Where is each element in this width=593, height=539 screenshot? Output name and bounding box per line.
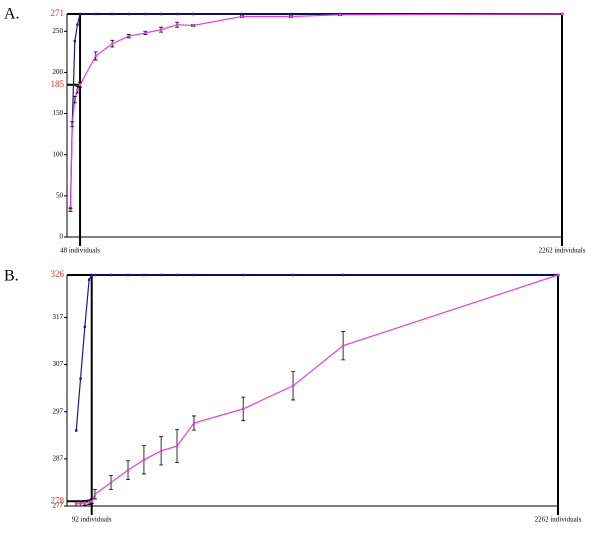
point	[109, 273, 113, 277]
point	[144, 31, 147, 35]
x-tick-label: 2262 individuals	[539, 247, 586, 255]
point	[75, 429, 78, 432]
point	[291, 384, 295, 387]
point	[126, 468, 130, 472]
point	[83, 501, 87, 504]
point	[338, 13, 342, 17]
point	[76, 23, 79, 26]
point	[127, 35, 131, 38]
point	[192, 273, 196, 277]
point	[142, 273, 146, 277]
point	[94, 54, 97, 58]
point	[175, 23, 179, 26]
point	[78, 12, 82, 16]
point	[560, 12, 564, 16]
point	[144, 12, 147, 16]
x-tick-label: 2262 individuals	[535, 516, 582, 524]
point	[75, 502, 78, 505]
point	[90, 500, 93, 503]
y-tick-label: 100	[53, 150, 64, 158]
point	[242, 273, 245, 277]
y-tick-label: 317	[53, 313, 64, 321]
point	[111, 42, 114, 45]
point	[87, 501, 91, 504]
y-tick-label: 150	[53, 109, 64, 117]
point	[71, 123, 74, 126]
point	[109, 481, 113, 484]
point	[556, 273, 560, 277]
point	[240, 12, 244, 16]
point	[94, 12, 97, 16]
point	[69, 208, 72, 212]
point	[159, 28, 163, 31]
point	[289, 15, 293, 18]
panel-label: B.	[4, 268, 19, 285]
series-line	[69, 13, 562, 209]
highlight-label: 271	[51, 8, 65, 18]
point	[90, 273, 93, 277]
y-tick-label: 277	[53, 502, 64, 510]
point	[192, 421, 196, 425]
point	[93, 493, 97, 496]
point	[291, 273, 295, 277]
y-tick-label: 287	[53, 454, 64, 462]
point	[79, 502, 82, 505]
point	[159, 273, 163, 277]
y-tick-label: 50	[56, 191, 64, 199]
y-tick-label: 0	[60, 233, 64, 241]
point	[142, 458, 146, 461]
highlight-label: 326	[51, 269, 65, 279]
point	[159, 12, 163, 16]
point	[78, 83, 82, 86]
series-line	[75, 274, 558, 431]
point	[76, 88, 79, 91]
point	[127, 12, 131, 16]
point	[126, 273, 130, 277]
point	[191, 24, 195, 27]
point	[341, 273, 345, 277]
x-tick-label: 92 individuals	[72, 516, 112, 524]
point	[87, 278, 91, 281]
y-tick-label: 307	[53, 360, 64, 368]
y-tick-label: 200	[53, 68, 64, 76]
series-line	[76, 274, 559, 505]
point	[111, 12, 114, 16]
highlight-label: 278	[51, 495, 65, 505]
point	[175, 273, 179, 277]
panel-label: A.	[4, 6, 20, 23]
point	[240, 15, 244, 18]
x-tick-label: 48 individuals	[60, 247, 100, 255]
series-line	[69, 13, 563, 210]
point	[175, 444, 179, 448]
highlight-label: 185	[51, 79, 65, 89]
point	[341, 344, 345, 347]
point	[159, 449, 163, 453]
point	[73, 98, 77, 101]
point	[242, 407, 245, 411]
point	[191, 12, 195, 16]
y-tick-label: 297	[53, 407, 64, 415]
point	[93, 273, 97, 277]
point	[289, 12, 293, 16]
point	[83, 325, 87, 329]
point	[79, 377, 82, 380]
point	[73, 39, 77, 43]
y-tick-label: 250	[53, 27, 64, 35]
point	[175, 12, 179, 16]
